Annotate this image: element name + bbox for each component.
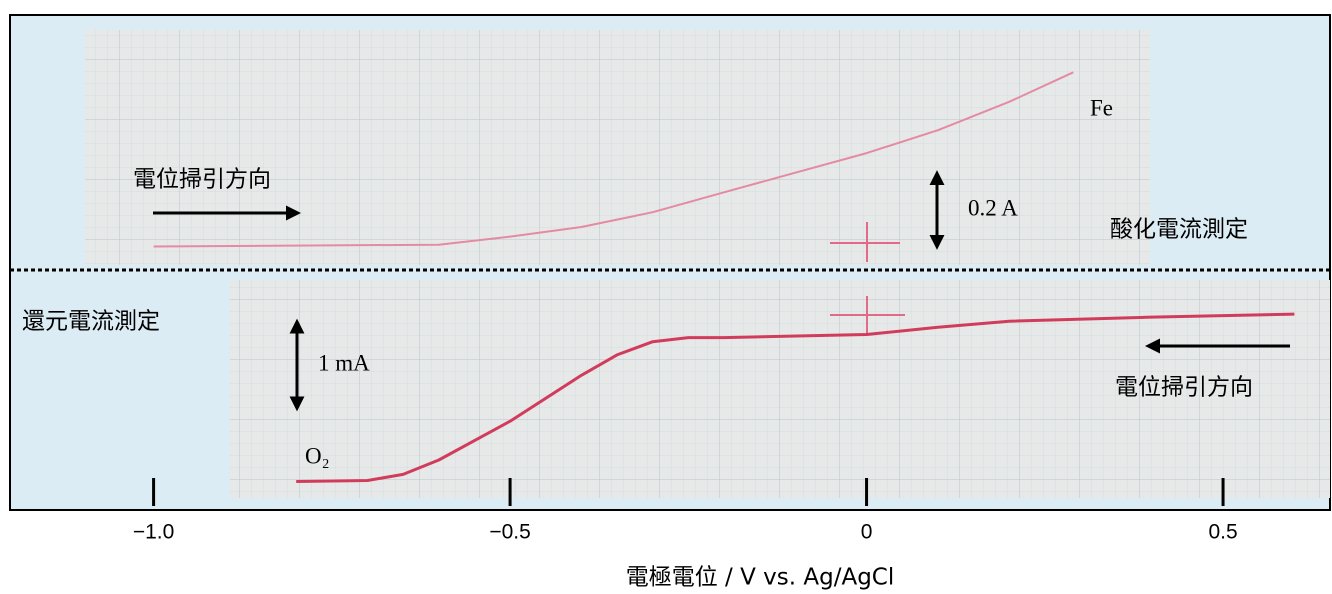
trace-label: O₂ — [305, 443, 330, 468]
x-tick-label: 0 — [861, 521, 873, 544]
x-tick-label: −0.5 — [489, 521, 530, 544]
trace-label: Fe — [1090, 95, 1113, 120]
chart-paper — [85, 30, 1150, 265]
scan-direction-label: 電位掃引方向 — [1115, 375, 1253, 401]
x-tick-label: −1.0 — [133, 521, 174, 544]
scan-direction-label: 電位掃引方向 — [133, 167, 271, 193]
measurement-label: 酸化電流測定 — [1110, 217, 1248, 243]
x-axis-label: 電極電位 / V vs. Ag/AgCl — [626, 565, 895, 591]
figure: 0.2 AFe電位掃引方向酸化電流測定1 mAO₂電位掃引方向還元電流測定−1.… — [0, 0, 1332, 594]
measurement-label: 還元電流測定 — [22, 309, 160, 335]
scale-bar-label: 1 mA — [318, 350, 370, 375]
scale-bar-label: 0.2 A — [968, 195, 1018, 220]
x-tick-label: 0.5 — [1208, 521, 1237, 544]
